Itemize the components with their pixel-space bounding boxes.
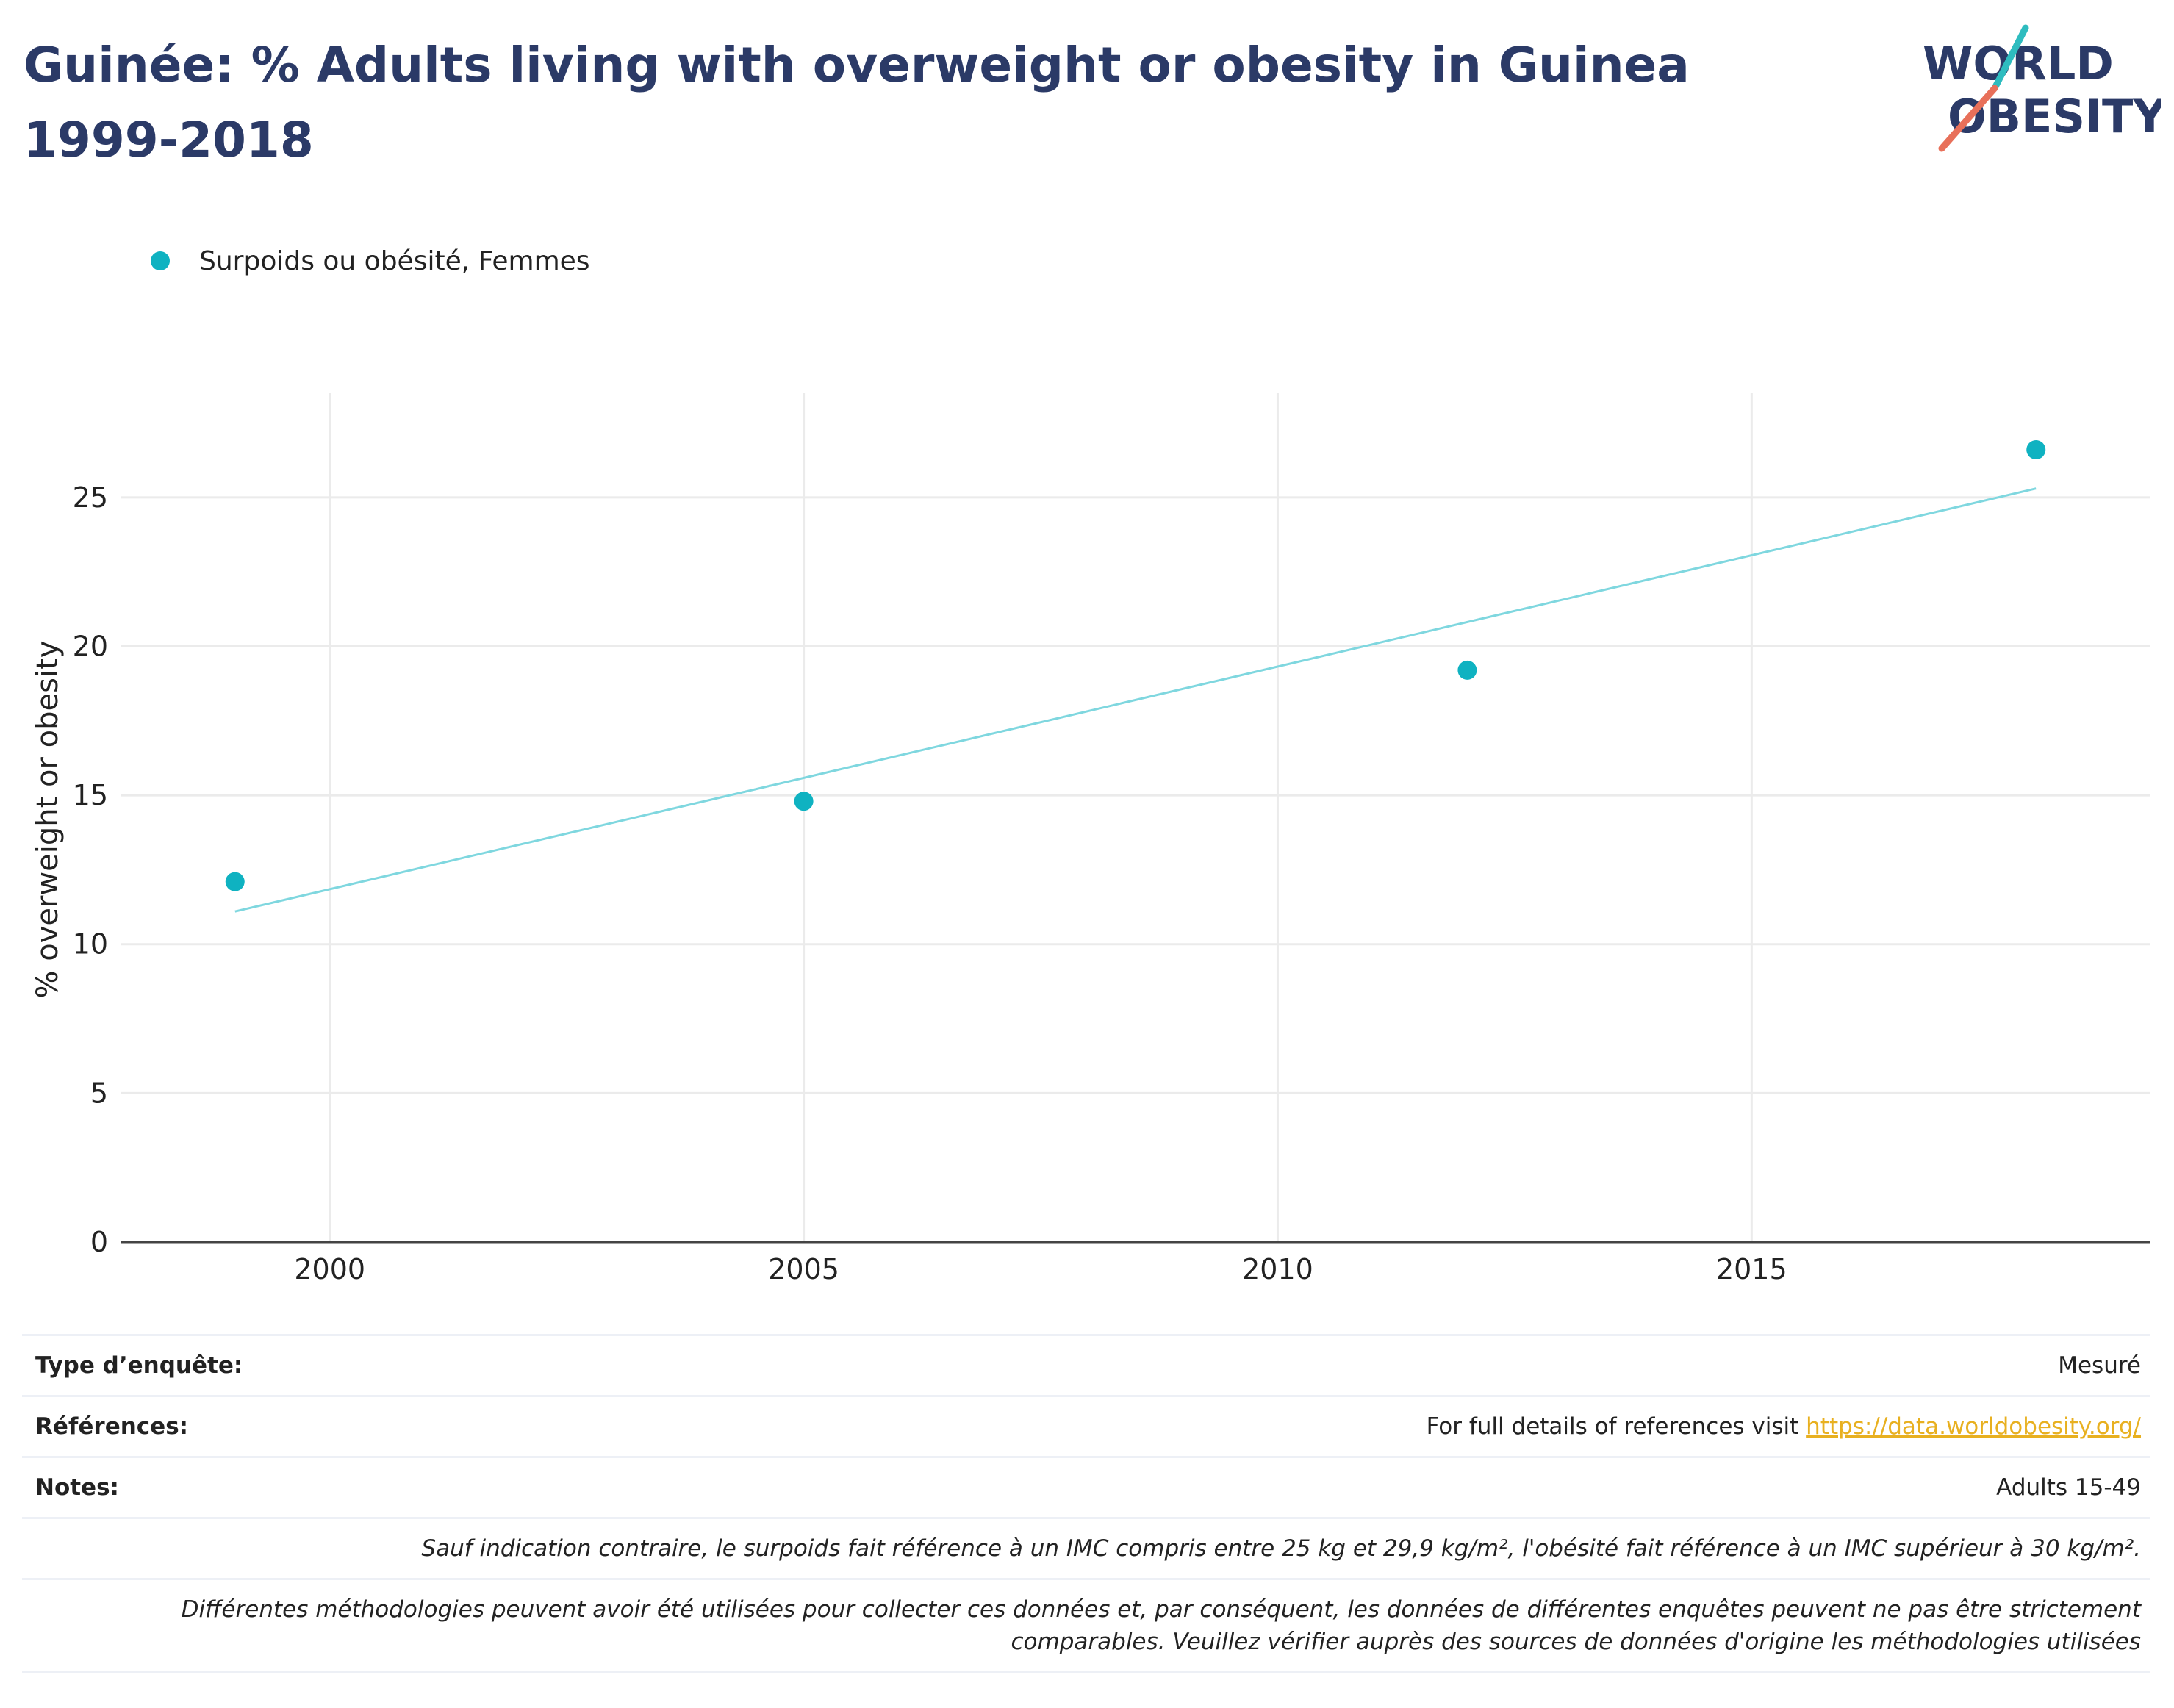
references-label: Références: xyxy=(35,1413,189,1440)
references-row: Références: For full details of referenc… xyxy=(22,1395,2150,1456)
references-link[interactable]: https://data.worldobesity.org/ xyxy=(1806,1413,2141,1440)
methodology-note-line1: Différentes méthodologies peuvent avoir … xyxy=(181,1596,2141,1623)
y-tick-label: 15 xyxy=(73,779,108,811)
x-tick-label: 2015 xyxy=(1716,1253,1787,1285)
references-value: For full details of references visit htt… xyxy=(1427,1413,2150,1440)
y-axis-title: % overweight or obesity xyxy=(31,641,65,999)
chart-title: Guinée: % Adults living with overweight … xyxy=(24,37,1690,168)
trend-line xyxy=(234,487,2037,913)
x-tick-label: 2010 xyxy=(1242,1253,1313,1285)
svg-text:OBESITY: OBESITY xyxy=(1948,90,2161,143)
survey-type-row: Type d’enquête: Mesuré xyxy=(22,1334,2150,1395)
data-point xyxy=(1457,660,1477,680)
notes-value: Adults 15-49 xyxy=(1996,1474,2141,1501)
legend-marker xyxy=(151,251,170,270)
legend-label: Surpoids ou obésité, Femmes xyxy=(199,245,590,276)
y-tick-label: 10 xyxy=(73,928,108,961)
y-tick-label: 0 xyxy=(90,1226,108,1258)
notes-row: Notes: Adults 15-49 xyxy=(22,1456,2150,1517)
methodology-note: Différentes méthodologies peuvent avoir … xyxy=(22,1578,2150,1671)
data-point xyxy=(794,792,814,811)
world-obesity-logo: WORLD OBESITY xyxy=(1918,22,2167,154)
references-text: For full details of references visit xyxy=(1426,1413,1807,1440)
survey-type-label: Type d’enquête: xyxy=(35,1352,243,1379)
data-point xyxy=(2026,440,2046,459)
y-tick-label: 20 xyxy=(73,630,108,662)
data-point xyxy=(225,872,245,891)
scatter-chart: 0 5 10 15 20 25 2000 2005 2010 2015 % overweight … xyxy=(31,393,2150,1285)
x-tick-label: 2005 xyxy=(768,1253,839,1285)
legend: Surpoids ou obésité, Femmes xyxy=(151,243,590,279)
y-tick-label: 5 xyxy=(90,1077,108,1109)
methodology-note-line2: comparables. Veuillez vérifier auprès de… xyxy=(1011,1629,2141,1655)
bmi-definition-note: Sauf indication contraire, le surpoids f… xyxy=(22,1517,2150,1578)
x-tick-label: 2000 xyxy=(294,1253,365,1285)
survey-type-value: Mesuré xyxy=(2058,1352,2141,1379)
y-tick-label: 25 xyxy=(73,481,108,514)
notes-label: Notes: xyxy=(35,1474,119,1501)
info-table: Type d’enquête: Mesuré Références: For f… xyxy=(22,1334,2150,1673)
